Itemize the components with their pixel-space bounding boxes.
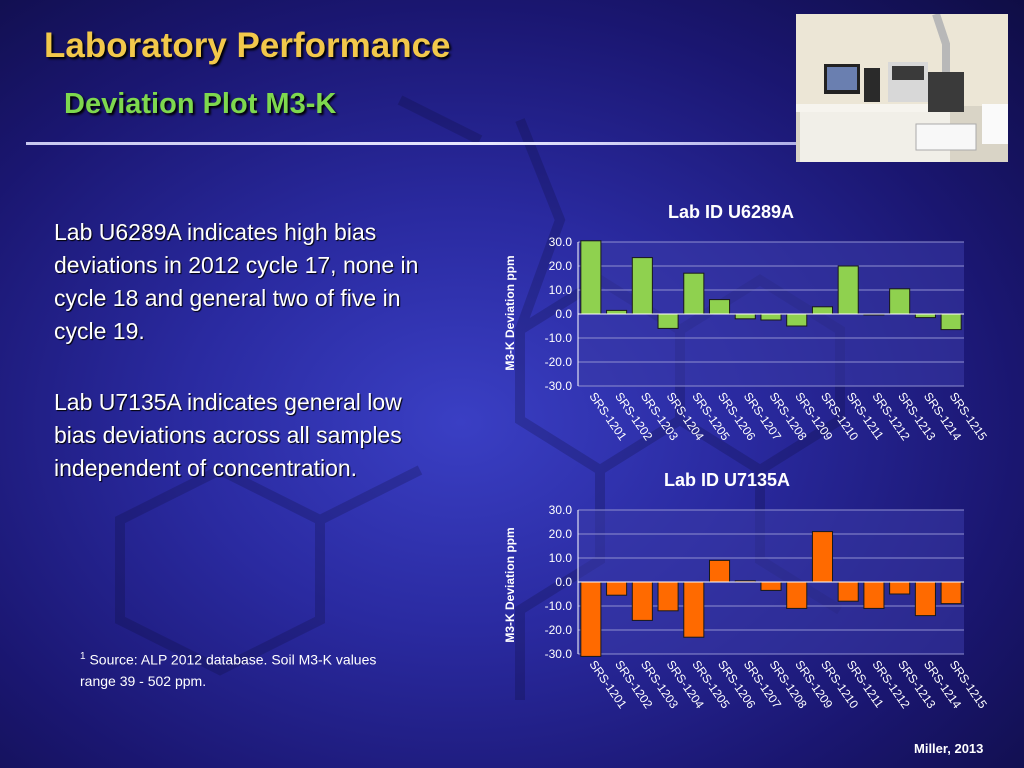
chart2-ytick-label: 10.0 bbox=[549, 551, 573, 565]
chart1-bar-srs-1206 bbox=[708, 299, 731, 315]
chart2-bar-srs-1213 bbox=[889, 581, 911, 595]
paragraph-u6289a: Lab U6289A indicates high bias deviation… bbox=[54, 219, 419, 344]
chart2-bar-srs-1215 bbox=[940, 581, 962, 605]
chart1-bar-srs-1213 bbox=[889, 288, 911, 315]
chart1-bar-srs-1204 bbox=[657, 313, 679, 329]
chart2-bar-srs-1214 bbox=[914, 581, 936, 617]
credit: Miller, 2013 bbox=[914, 741, 984, 756]
chart2-bar-srs-1204 bbox=[657, 581, 679, 612]
paragraph-u7135a: Lab U7135A indicates general low bias de… bbox=[54, 389, 402, 481]
chart1-ytick-label: 30.0 bbox=[549, 235, 573, 249]
chart2-bar-srs-1202 bbox=[606, 581, 628, 596]
chart2-bar-srs-1206 bbox=[708, 559, 731, 583]
chart2-bar-srs-1208 bbox=[760, 581, 782, 591]
chart2-bar-srs-1201 bbox=[580, 581, 602, 657]
chart2-ytick-label: -30.0 bbox=[545, 647, 573, 661]
chart1-bar-srs-1211 bbox=[837, 265, 859, 315]
chart2-ylabel: M3-K Deviation ppm bbox=[503, 527, 517, 643]
chart1-bar-srs-1207 bbox=[734, 313, 756, 320]
chart2-bar-srs-1209 bbox=[786, 581, 808, 609]
chart1-bar-srs-1210 bbox=[811, 306, 834, 315]
chart1-bar-srs-1203 bbox=[631, 257, 653, 315]
chart1-title: Lab ID U6289A bbox=[668, 202, 795, 222]
chart1-bar-srs-1209 bbox=[786, 313, 808, 327]
chart1-bar-srs-1215 bbox=[940, 313, 962, 331]
chart2-ytick-label: 20.0 bbox=[549, 527, 573, 541]
chart2-bar-srs-1212 bbox=[863, 581, 885, 609]
chart1-ytick-label: -10.0 bbox=[545, 331, 573, 345]
title-divider bbox=[26, 142, 798, 145]
chart1-ylabel: M3-K Deviation ppm bbox=[503, 255, 517, 371]
chart1-plot: 30.020.010.00.0-10.0-20.0-30.0SRS-1201SR… bbox=[545, 235, 990, 443]
chart2-ytick-label: -10.0 bbox=[545, 599, 573, 613]
chart2-plot: 30.020.010.00.0-10.0-20.0-30.0SRS-1201SR… bbox=[545, 503, 990, 711]
chart2-ytick-label: -20.0 bbox=[545, 623, 573, 637]
slide-subtitle: Deviation Plot M3-K bbox=[64, 88, 337, 120]
lab-photo bbox=[796, 14, 1008, 162]
chart1-bar-srs-1205 bbox=[683, 272, 705, 315]
chart1-ytick-label: -30.0 bbox=[545, 379, 573, 393]
chart1-bar-srs-1201 bbox=[580, 240, 602, 315]
footnote-mark: 1 bbox=[80, 651, 86, 662]
chart2-bar-srs-1203 bbox=[631, 581, 653, 621]
chart2-ytick-label: 30.0 bbox=[549, 503, 573, 517]
chart1-ytick-label: 0.0 bbox=[555, 307, 572, 321]
chart1-bar-srs-1214 bbox=[914, 313, 936, 319]
chart2-bar-srs-1205 bbox=[683, 581, 705, 638]
footnote-text: Source: ALP 2012 database. Soil M3-K val… bbox=[80, 651, 377, 689]
chart2-title: Lab ID U7135A bbox=[664, 470, 791, 490]
chart1-ytick-label: -20.0 bbox=[545, 355, 573, 369]
chart2-ytick-label: 0.0 bbox=[555, 575, 572, 589]
chart1-bar-srs-1208 bbox=[760, 313, 782, 321]
chart1-ytick-label: 10.0 bbox=[549, 283, 573, 297]
chart1-bar-srs-1202 bbox=[606, 309, 628, 315]
footnote: 1 Source: ALP 2012 database. Soil M3-K v… bbox=[80, 646, 390, 692]
chart1-ytick-label: 20.0 bbox=[549, 259, 573, 273]
slide-title: Laboratory Performance bbox=[44, 26, 451, 65]
chart2-bar-srs-1210 bbox=[811, 531, 834, 583]
chart2-bar-srs-1211 bbox=[837, 581, 859, 602]
